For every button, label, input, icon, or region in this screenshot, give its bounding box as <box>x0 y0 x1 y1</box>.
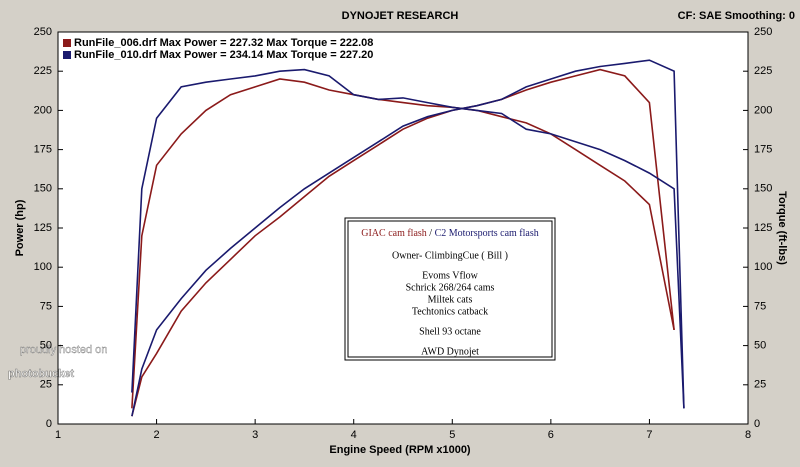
annotation-heading: GIAC cam flash / C2 Motorsports cam flas… <box>361 228 538 239</box>
y-tick-label: 75 <box>40 300 52 312</box>
y-tick-label: 100 <box>34 261 52 273</box>
annotation-line: Owner- ClimbingCue ( Bill ) <box>392 250 508 261</box>
y-tick-label: 175 <box>34 144 52 156</box>
x-axis-label: Engine Speed (RPM x1000) <box>329 444 471 456</box>
y-tick-label: 50 <box>40 340 52 352</box>
y-tick-label: 250 <box>34 26 52 38</box>
y2-tick-label: 250 <box>754 26 772 38</box>
annotation-line: Evoms Vflow <box>422 270 478 281</box>
y2-tick-label: 75 <box>754 300 766 312</box>
x-tick-label: 4 <box>351 429 357 441</box>
y2-tick-label: 225 <box>754 65 772 77</box>
annotation-run2: C2 Motorsports cam flash <box>435 228 539 239</box>
y2-tick-label: 200 <box>754 104 772 116</box>
chart-subtitle: CF: SAE Smoothing: 0 <box>678 10 795 22</box>
x-tick-label: 2 <box>154 429 160 441</box>
annotation-sep: / <box>427 228 435 239</box>
watermark: photobucket <box>8 368 74 380</box>
power-line <box>131 68 685 409</box>
power-line <box>131 78 675 409</box>
y-tick-label: 225 <box>34 65 52 77</box>
x-tick-label: 8 <box>745 429 751 441</box>
y2-tick-label: 125 <box>754 222 772 234</box>
annotation-box <box>344 217 556 361</box>
legend-swatch <box>63 51 71 59</box>
legend-label: RunFile_010.drf Max Power = 234.14 Max T… <box>74 49 373 61</box>
y2-tick-label: 0 <box>754 418 760 430</box>
y2-axis-label: Torque (ft-lbs) <box>776 191 788 265</box>
annotation-line: Schrick 268/264 cams <box>406 282 495 293</box>
y2-tick-label: 150 <box>754 183 772 195</box>
y2-tick-label: 25 <box>754 379 766 391</box>
torque-line <box>131 68 675 417</box>
x-tick-label: 6 <box>548 429 554 441</box>
annotation-run1: GIAC cam flash <box>361 228 427 239</box>
y2-tick-label: 50 <box>754 340 766 352</box>
x-tick-label: 7 <box>646 429 652 441</box>
annotation-line: Shell 93 octane <box>419 326 481 337</box>
y-tick-label: 200 <box>34 104 52 116</box>
annotation-line: AWD Dynojet <box>421 346 479 357</box>
annotation-box-inner <box>347 220 553 358</box>
y2-tick-label: 100 <box>754 261 772 273</box>
annotation-line: Techtonics catback <box>412 306 488 317</box>
y-tick-label: 125 <box>34 222 52 234</box>
y-axis-label: Power (hp) <box>14 199 26 256</box>
y2-tick-label: 175 <box>754 144 772 156</box>
x-tick-label: 1 <box>55 429 61 441</box>
y-tick-label: 25 <box>40 379 52 391</box>
y-tick-label: 0 <box>46 418 52 430</box>
legend-label: RunFile_006.drf Max Power = 227.32 Max T… <box>74 37 373 49</box>
chart-title: DYNOJET RESEARCH <box>342 10 459 22</box>
annotation-line: Miltek cats <box>428 294 473 305</box>
legend-swatch <box>63 39 71 47</box>
x-tick-label: 5 <box>449 429 455 441</box>
x-tick-label: 3 <box>252 429 258 441</box>
watermark: proudly hosted on <box>20 344 107 356</box>
y-tick-label: 150 <box>34 183 52 195</box>
torque-line <box>131 59 685 417</box>
